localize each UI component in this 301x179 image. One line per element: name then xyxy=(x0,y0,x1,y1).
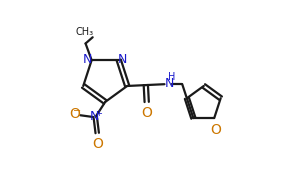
Text: CH₃: CH₃ xyxy=(76,27,94,37)
Text: H: H xyxy=(168,72,175,82)
Text: −: − xyxy=(73,106,82,116)
Text: N: N xyxy=(83,53,92,66)
Text: O: O xyxy=(92,137,103,151)
Text: O: O xyxy=(141,106,152,120)
Text: O: O xyxy=(69,107,80,121)
Text: N: N xyxy=(118,53,127,66)
Text: +: + xyxy=(95,109,102,118)
Text: N: N xyxy=(165,77,174,90)
Text: N: N xyxy=(90,110,99,123)
Text: O: O xyxy=(210,123,221,137)
